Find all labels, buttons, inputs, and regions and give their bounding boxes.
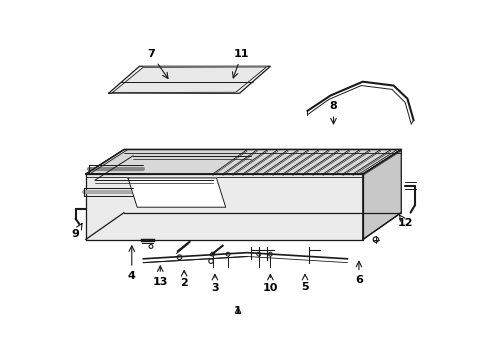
Text: 11: 11 [233,49,249,78]
Polygon shape [86,174,363,239]
Text: 1: 1 [234,306,242,316]
Text: 13: 13 [152,266,168,287]
Text: 7: 7 [147,49,168,78]
Polygon shape [86,149,401,174]
Text: 3: 3 [211,274,219,293]
Polygon shape [113,67,267,93]
Text: 2: 2 [180,270,188,288]
Polygon shape [363,149,401,239]
Text: 4: 4 [128,246,136,281]
Text: 8: 8 [330,101,338,124]
Text: 10: 10 [263,274,278,293]
Polygon shape [128,178,226,207]
Text: 12: 12 [397,215,413,228]
Text: 5: 5 [301,274,309,292]
Polygon shape [109,66,270,93]
Text: 9: 9 [72,224,82,239]
Text: 6: 6 [355,261,363,285]
